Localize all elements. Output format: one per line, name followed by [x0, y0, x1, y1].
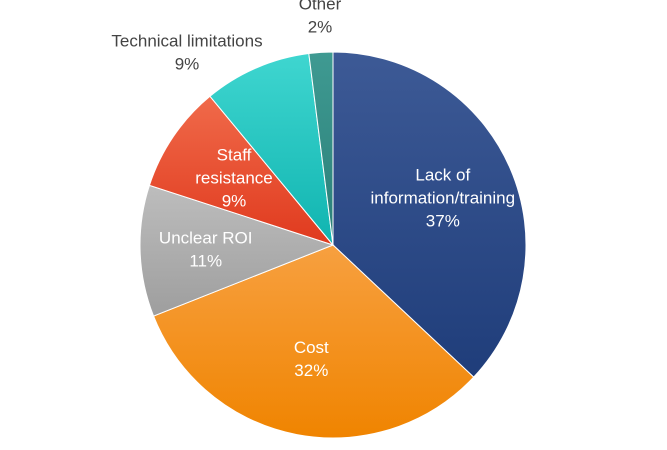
slice-percent-label: 32%	[294, 361, 328, 380]
slice-name-label: Cost	[294, 338, 329, 357]
slice-percent-label: 9%	[175, 55, 200, 74]
slice-label-unclear-roi: Unclear ROI 11%	[159, 229, 253, 271]
slice-percent-label: 9%	[222, 192, 247, 211]
slice-name-label: Technical limitations	[111, 32, 262, 51]
slice-label-cost: Cost 32%	[294, 338, 329, 380]
slice-label-other: Other 2%	[299, 0, 342, 37]
slice-label-technical-limitations: Technical limitations 9%	[111, 32, 262, 74]
slice-name-label: Other	[299, 0, 342, 14]
pie-slice-unclear-roi	[139, 184, 335, 317]
slice-percent-label: 2%	[308, 18, 333, 37]
slice-name-label: information/training	[371, 189, 516, 208]
slice-name-label: Unclear ROI	[159, 229, 253, 248]
slice-percent-label: 11%	[189, 252, 222, 271]
pie-slice-cost	[152, 244, 475, 439]
pie-slice-lack-of-information-training	[332, 51, 527, 378]
pie-slice-staff-resistance	[148, 95, 335, 247]
pie-slice-technical-limitations	[209, 52, 334, 247]
slice-name-label: resistance	[195, 169, 272, 188]
slice-label-lack-of-information-training: Lack of information/training 37%	[371, 166, 516, 231]
slice-label-staff-resistance: Staff resistance 9%	[195, 146, 272, 211]
slice-name-label: Staff	[217, 146, 252, 165]
pie-slice-other	[308, 51, 334, 246]
slice-name-label: Lack of	[415, 166, 470, 185]
slice-percent-label: 37%	[426, 212, 460, 231]
